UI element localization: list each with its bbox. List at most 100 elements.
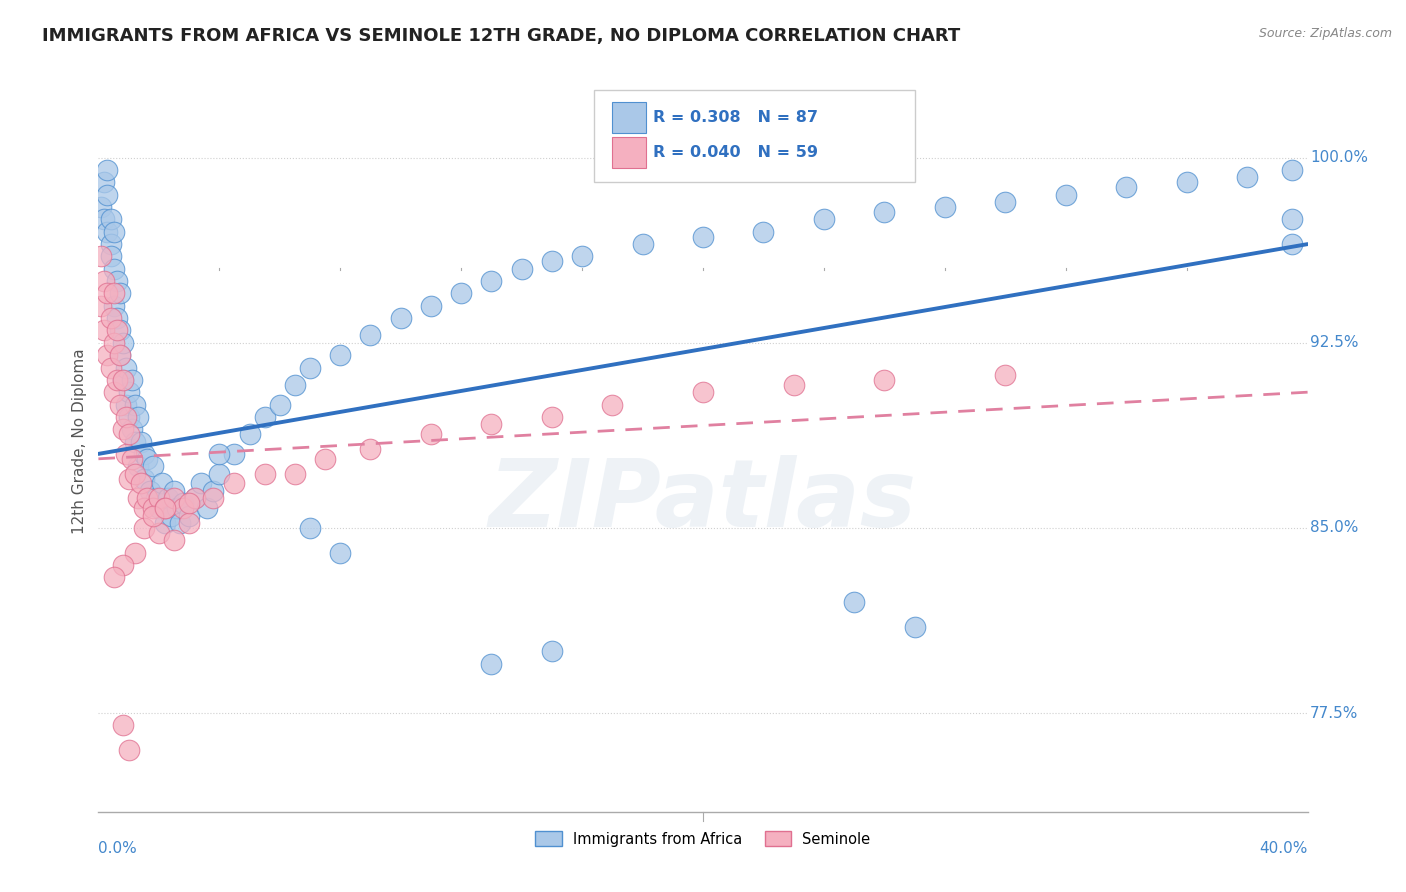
Legend: Immigrants from Africa, Seminole: Immigrants from Africa, Seminole [530, 825, 876, 853]
Point [96, 163, 118, 178]
Text: 40.0%: 40.0% [1260, 841, 1308, 856]
Text: 92.5%: 92.5% [1310, 335, 1358, 351]
Point [118, 471, 141, 485]
Point [299, 521, 322, 535]
Y-axis label: 12th Grade, No Diploma: 12th Grade, No Diploma [72, 349, 87, 534]
Text: R = 0.040   N = 59: R = 0.040 N = 59 [654, 145, 818, 161]
Point [420, 299, 443, 313]
Point [100, 249, 122, 263]
Point [284, 377, 307, 392]
Text: 77.5%: 77.5% [1310, 706, 1358, 721]
Text: ZIPatlas: ZIPatlas [489, 455, 917, 547]
Point [96, 348, 118, 362]
Point [103, 299, 125, 313]
Point [314, 451, 336, 466]
Point [108, 348, 131, 362]
Point [239, 427, 262, 442]
Point [90, 249, 112, 263]
Point [540, 254, 562, 268]
Point [142, 501, 165, 516]
Point [111, 422, 134, 436]
Point [284, 467, 307, 481]
Point [90, 200, 112, 214]
Point [96, 187, 118, 202]
Point [208, 467, 231, 481]
Point [114, 360, 136, 375]
Text: R = 0.308   N = 87: R = 0.308 N = 87 [654, 110, 818, 125]
Point [844, 595, 866, 609]
Point [179, 508, 201, 523]
Point [156, 491, 179, 506]
Point [934, 200, 956, 214]
Point [100, 237, 122, 252]
Point [124, 467, 146, 481]
Point [783, 377, 806, 392]
Point [148, 525, 170, 540]
FancyBboxPatch shape [595, 90, 915, 183]
Point [90, 299, 112, 313]
Text: Source: ZipAtlas.com: Source: ZipAtlas.com [1258, 27, 1392, 40]
Point [202, 483, 225, 498]
Point [96, 225, 118, 239]
Point [135, 491, 157, 506]
Point [114, 397, 136, 411]
Point [253, 467, 276, 481]
Point [124, 545, 146, 559]
Point [208, 447, 231, 461]
Point [540, 409, 562, 424]
Point [360, 328, 382, 343]
Point [100, 311, 122, 326]
Point [114, 409, 136, 424]
Point [1281, 212, 1303, 227]
Point [142, 508, 165, 523]
Point [540, 644, 562, 658]
Point [111, 373, 134, 387]
Point [253, 409, 276, 424]
FancyBboxPatch shape [613, 137, 647, 169]
Point [105, 323, 128, 337]
Point [179, 496, 201, 510]
Point [103, 286, 125, 301]
Point [813, 212, 835, 227]
Point [103, 225, 125, 239]
Point [571, 249, 593, 263]
Point [172, 501, 194, 516]
Point [510, 261, 533, 276]
Point [124, 397, 146, 411]
Point [121, 422, 143, 436]
Point [1281, 163, 1303, 178]
Point [108, 397, 131, 411]
Point [103, 335, 125, 350]
Point [329, 545, 352, 559]
Point [184, 491, 207, 506]
Point [389, 311, 412, 326]
Point [129, 476, 152, 491]
Point [105, 311, 128, 326]
Point [873, 373, 896, 387]
Point [111, 718, 134, 732]
Point [163, 491, 186, 506]
Point [153, 501, 176, 516]
Point [994, 368, 1017, 382]
Point [195, 501, 218, 516]
Point [692, 229, 714, 244]
Point [121, 373, 143, 387]
Point [224, 447, 246, 461]
Point [179, 516, 201, 530]
Point [153, 501, 176, 516]
Point [108, 286, 131, 301]
Point [132, 471, 155, 485]
Point [631, 237, 654, 252]
Point [752, 225, 775, 239]
Point [166, 501, 188, 516]
Point [132, 447, 155, 461]
Point [1115, 180, 1137, 194]
Point [481, 274, 503, 288]
Point [127, 459, 149, 474]
Point [111, 373, 134, 387]
Point [105, 373, 128, 387]
Point [127, 491, 149, 506]
Point [450, 286, 472, 301]
Point [121, 451, 143, 466]
Point [145, 491, 167, 506]
